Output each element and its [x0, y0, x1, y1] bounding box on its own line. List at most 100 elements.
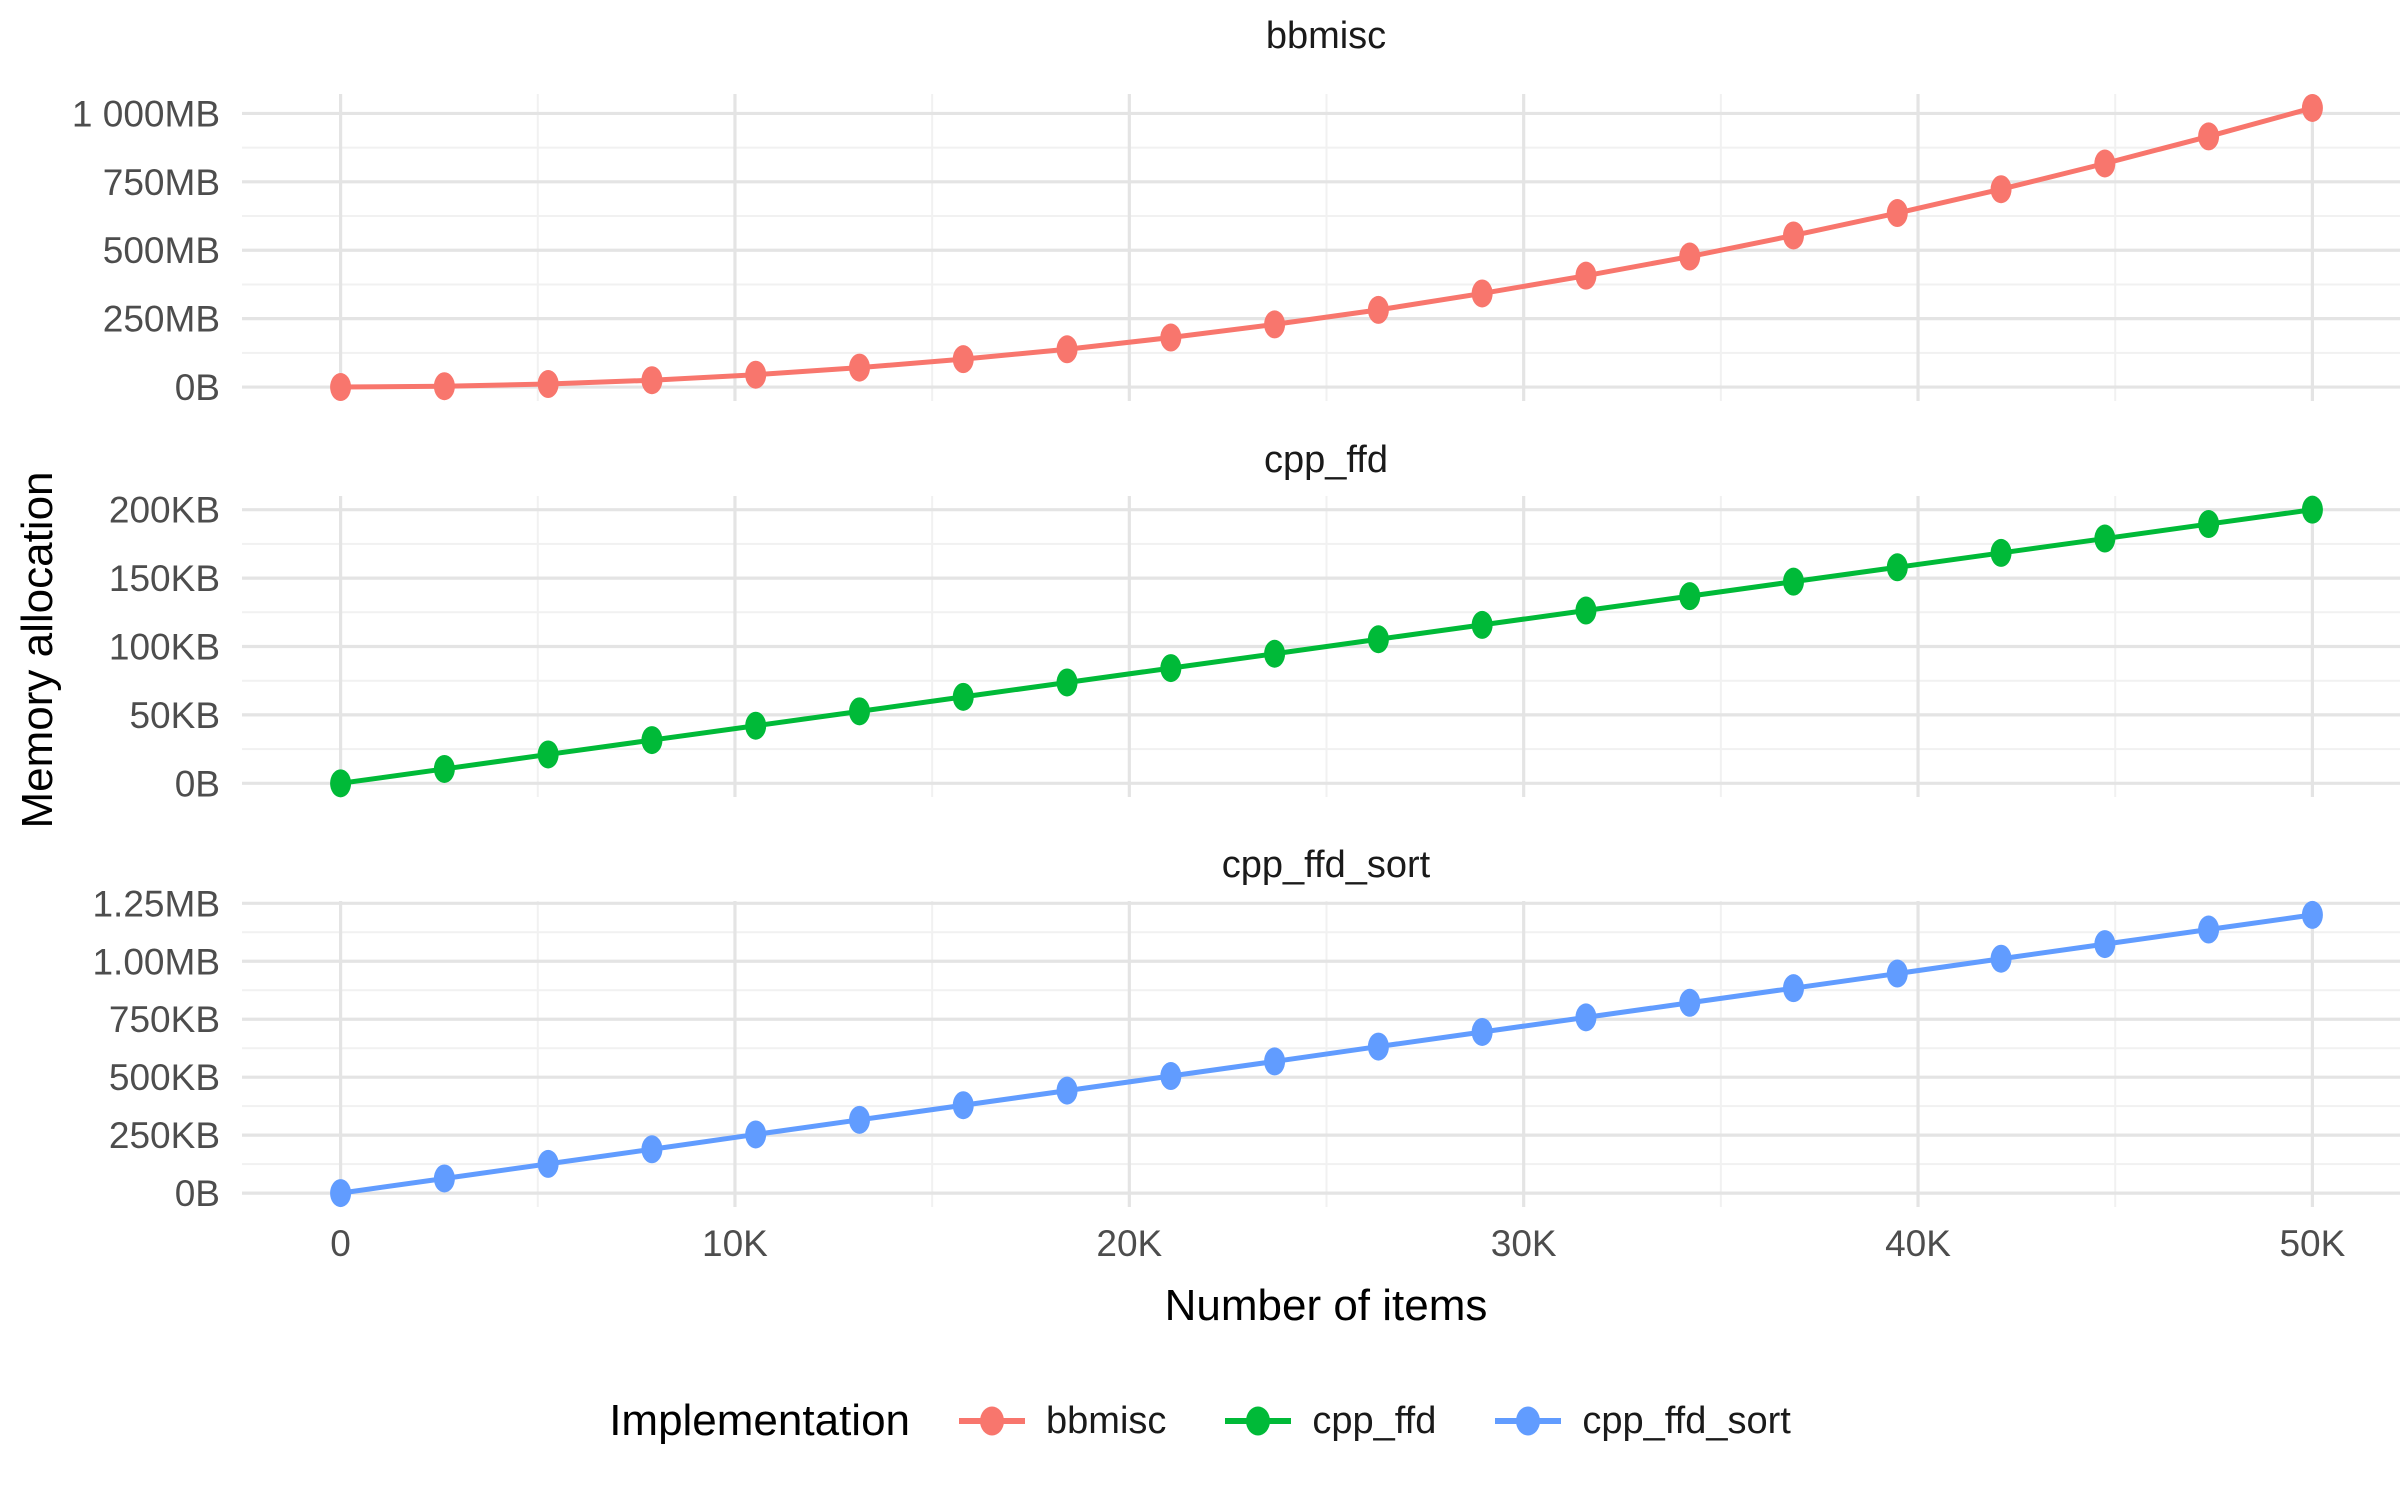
legend-title: Implementation: [609, 1396, 911, 1445]
data-point: [1783, 567, 1805, 596]
data-point: [1056, 1076, 1078, 1105]
data-point: [1990, 538, 2012, 567]
x-tick-label: 40K: [1885, 1223, 1951, 1264]
data-point: [952, 682, 974, 711]
legend-item-label: cpp_ffd_sort: [1582, 1399, 1791, 1442]
y-tick-label: 100KB: [109, 627, 220, 668]
data-point: [1264, 310, 1286, 339]
series-line-cpp_ffd_sort: [338, 912, 2315, 1196]
data-point: [537, 740, 559, 769]
data-point: [1990, 944, 2012, 973]
data-point: [433, 372, 455, 401]
y-tick-label: 1 000MB: [72, 93, 220, 134]
data-point: [1056, 335, 1078, 364]
data-point: [1160, 654, 1182, 683]
data-point: [1990, 175, 2012, 204]
y-tick-label: 0B: [175, 1173, 220, 1214]
data-point: [1886, 199, 1908, 228]
data-point: [848, 353, 870, 382]
y-tick-label: 50KB: [129, 695, 220, 736]
data-point: [2094, 149, 2116, 178]
data-point: [1886, 959, 1908, 988]
facet-title-cpp-ffd-sort: cpp_ffd_sort: [1222, 844, 1431, 886]
legend-item-cpp_ffd: cpp_ffd: [1222, 1399, 1436, 1443]
data-point: [537, 370, 559, 399]
series-line-cpp_ffd: [338, 507, 2315, 786]
data-point: [2301, 93, 2323, 122]
legend-item-label: bbmisc: [1046, 1399, 1167, 1442]
data-point: [1679, 988, 1701, 1017]
y-tick-label: 0B: [175, 763, 220, 804]
data-point: [1056, 668, 1078, 697]
data-point: [952, 345, 974, 374]
data-point: [330, 1179, 352, 1208]
data-point: [433, 754, 455, 783]
data-point: [745, 711, 767, 740]
data-point: [1575, 596, 1597, 625]
series-line-bbmisc: [338, 105, 2315, 390]
data-point: [1367, 1032, 1389, 1061]
data-point: [1471, 610, 1493, 639]
y-tick-labels-bbmisc: 0B 250MB 500MB 750MB 1 000MB: [72, 93, 220, 408]
data-point: [745, 360, 767, 389]
data-point: [745, 1120, 767, 1149]
data-point: [330, 373, 352, 402]
facet-title-cpp-ffd: cpp_ffd: [1264, 439, 1388, 481]
data-point: [848, 697, 870, 726]
data-point: [641, 366, 663, 395]
data-point: [1471, 1017, 1493, 1046]
data-point: [1575, 1003, 1597, 1032]
y-tick-label: 500MB: [103, 230, 220, 271]
y-tick-labels-cpp_ffd: 0B 50KB 100KB 150KB 200KB: [109, 490, 220, 805]
data-point: [1264, 639, 1286, 668]
y-tick-label: 250KB: [109, 1115, 220, 1156]
legend-items: bbmisc cpp_ffd cpp_ffd_sort: [956, 1399, 1791, 1443]
y-tick-label: 250MB: [103, 299, 220, 340]
legend-key-icon: [1495, 1406, 1562, 1436]
x-tick-label: 10K: [702, 1223, 768, 1264]
data-point: [2198, 510, 2220, 539]
legend-key-icon: [959, 1406, 1026, 1436]
data-point: [433, 1164, 455, 1193]
data-point: [641, 1135, 663, 1164]
x-tick-label: 50K: [2279, 1223, 2345, 1264]
x-tick-label: 0: [330, 1223, 351, 1264]
series-points-bbmisc: [330, 93, 2323, 402]
data-point: [1367, 625, 1389, 654]
facet-title-bbmisc: bbmisc: [1266, 15, 1386, 57]
data-point: [1783, 974, 1805, 1003]
data-point: [1575, 261, 1597, 290]
series-points-cpp_ffd: [330, 495, 2323, 798]
x-tick-labels: 0 10K 20K 30K 40K 50K: [330, 1223, 2345, 1264]
chart-generated-layers: 0B 250MB 500MB 750MB 1 000MB 0B 50KB 100KB 150KB…: [72, 93, 2400, 1264]
data-point: [1264, 1047, 1286, 1076]
data-point: [2301, 495, 2323, 524]
data-point: [1471, 279, 1493, 308]
data-point: [2301, 900, 2323, 929]
y-tick-label: 750KB: [109, 999, 220, 1040]
panel-grid-cpp_ffd: [242, 496, 2400, 797]
y-tick-label: 150KB: [109, 558, 220, 599]
data-point: [641, 726, 663, 755]
data-point: [537, 1149, 559, 1178]
x-tick-label: 20K: [1096, 1223, 1162, 1264]
y-tick-label: 1.00MB: [92, 941, 220, 982]
legend: Implementation bbmisc cpp_ffd cpp_ffd_sort: [0, 1396, 2400, 1446]
y-tick-label: 750MB: [103, 162, 220, 203]
data-point: [1160, 1062, 1182, 1091]
panel-grid-cpp_ffd_sort: [242, 901, 2400, 1207]
data-point: [848, 1105, 870, 1134]
legend-key-icon: [1225, 1406, 1292, 1436]
data-point: [1886, 553, 1908, 582]
data-point: [330, 769, 352, 798]
x-tick-label: 30K: [1491, 1223, 1557, 1264]
data-point: [1160, 323, 1182, 352]
data-point: [2198, 915, 2220, 944]
data-point: [1367, 295, 1389, 324]
data-point: [2198, 122, 2220, 151]
legend-item-bbmisc: bbmisc: [956, 1399, 1166, 1443]
y-tick-label: 1.25MB: [92, 883, 220, 924]
x-axis-title: Number of items: [1165, 1281, 1488, 1330]
